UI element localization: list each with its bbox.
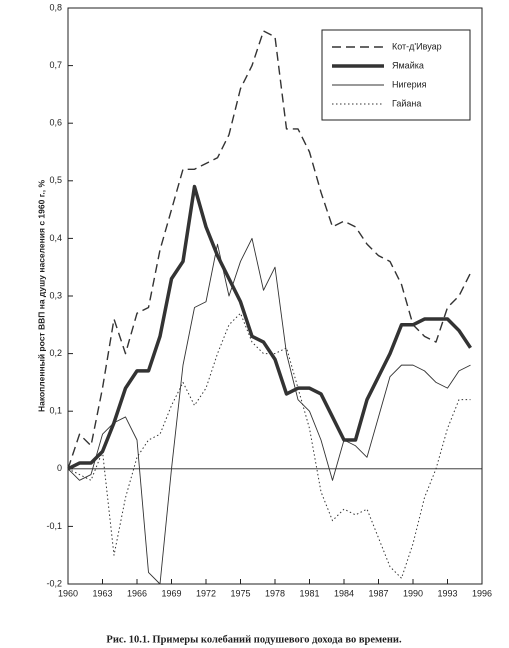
x-tick-label: 1960: [58, 588, 78, 598]
legend-label: Нигерия: [392, 79, 427, 89]
x-tick-label: 1969: [161, 588, 181, 598]
y-tick-label: 0,6: [49, 118, 62, 128]
y-tick-label: 0,3: [49, 290, 62, 300]
x-tick-label: 1981: [299, 588, 319, 598]
caption: Рис. 10.1. Примеры колебаний подушевого …: [106, 634, 402, 645]
y-tick-label: 0: [57, 463, 62, 473]
x-tick-label: 1987: [368, 588, 388, 598]
x-tick-label: 1984: [334, 588, 354, 598]
x-tick-label: 1963: [92, 588, 112, 598]
y-tick-label: 0,8: [49, 2, 62, 12]
legend-label: Гайана: [392, 98, 421, 108]
series-line: [67, 237, 471, 585]
series-line: [67, 184, 472, 471]
y-tick-label: 0,7: [49, 60, 62, 70]
legend-label: Кот-д'Ивуар: [392, 41, 442, 51]
y-tick-label: -0,1: [46, 521, 62, 531]
y-tick-label: 0,1: [49, 406, 62, 416]
x-tick-label: 1990: [403, 588, 423, 598]
x-tick-label: 1978: [265, 588, 285, 598]
y-tick-label: 0,4: [49, 233, 62, 243]
y-tick-label: -0,2: [46, 578, 62, 588]
x-tick-label: 1972: [196, 588, 216, 598]
x-tick-label: 1975: [230, 588, 250, 598]
y-axis-label: Накопленный рост ВВП на душу населения с…: [36, 180, 46, 413]
x-tick-label: 1993: [437, 588, 457, 598]
y-tick-label: 0,5: [49, 175, 62, 185]
legend-label: Ямайка: [392, 60, 424, 70]
x-tick-label: 1966: [127, 588, 147, 598]
y-tick-label: 0,2: [49, 348, 62, 358]
x-tick-label: 1996: [472, 588, 492, 598]
legend-box: [321, 29, 471, 121]
series-line: [67, 30, 472, 470]
